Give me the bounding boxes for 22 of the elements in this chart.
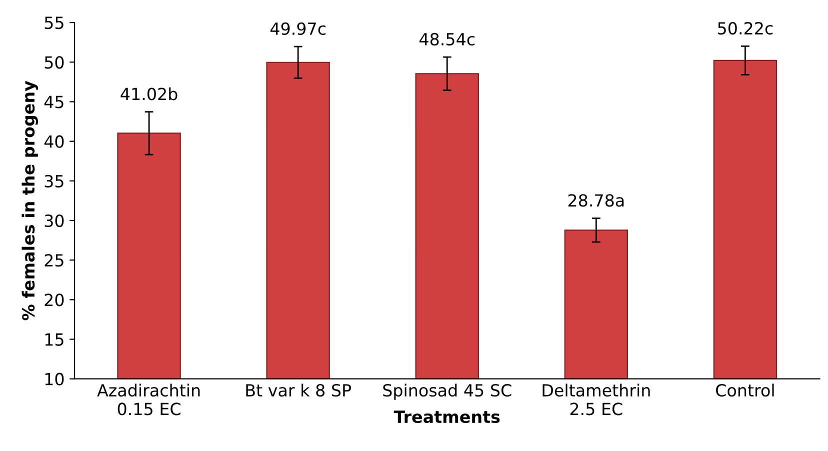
- y-tick-label: 45: [44, 96, 64, 108]
- data-label: 28.78a: [568, 194, 624, 207]
- x-tick-label: Bt var k 8 SP: [246, 384, 351, 397]
- y-tick-label: 40: [44, 135, 64, 148]
- y-tick-label: 30: [44, 214, 64, 228]
- data-label: 50.22c: [718, 22, 773, 35]
- y-tick-label: 20: [44, 294, 64, 306]
- x-tick-label: Control: [716, 384, 774, 397]
- data-label: 48.54c: [419, 32, 475, 46]
- y-tick-label: 35: [44, 174, 64, 188]
- y-tick-label: 10: [45, 372, 64, 386]
- data-label: 41.02b: [120, 87, 178, 100]
- x-tick-label: Azadirachtin 0.15 EC: [97, 384, 200, 416]
- x-tick-label: Deltamethrin 2.5 EC: [542, 384, 650, 416]
- y-tick-label: 15: [45, 333, 64, 346]
- y-tick-label: 55: [44, 16, 64, 30]
- y-tick-label: 25: [44, 254, 64, 267]
- y-axis-title: % females in the progeny: [22, 80, 38, 320]
- x-tick-label: Spinosad 45 SC: [383, 384, 512, 400]
- data-label: 49.97c: [270, 22, 326, 35]
- x-axis-title: Treatments: [394, 410, 500, 424]
- y-tick-label: 50: [44, 56, 64, 69]
